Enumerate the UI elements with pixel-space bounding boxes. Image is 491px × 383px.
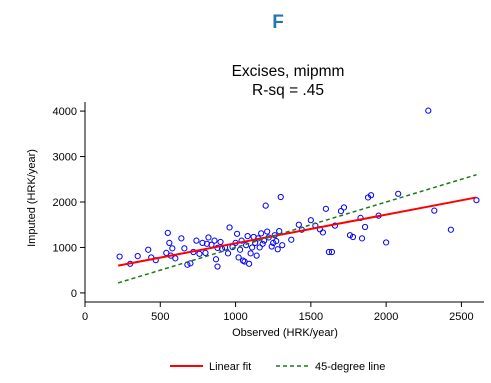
x-tick-label: 500 [151, 311, 169, 323]
scatter-point [134, 252, 141, 260]
scatter-point [226, 224, 233, 231]
scatter-point [262, 202, 269, 209]
x-tick-label: 2500 [449, 311, 473, 323]
scatter-point [431, 207, 438, 214]
legend-label-linear-fit: Linear fit [209, 361, 251, 373]
scatter-point [187, 260, 194, 267]
scatter-point [319, 229, 326, 236]
scatter-point [247, 250, 254, 257]
y-axis-label: Imputed (HRK/year) [26, 149, 38, 247]
scatter-point [253, 252, 260, 259]
scatter-point [367, 192, 375, 199]
scatter-point [276, 227, 283, 235]
scatter-point [212, 256, 220, 263]
scatter-point [270, 239, 277, 247]
scatter-point [217, 238, 224, 246]
legend: Linear fit 45-degree line [170, 361, 385, 373]
y-tick-label: 3000 [53, 152, 77, 164]
scatter-point [172, 255, 179, 262]
scatter-point [383, 239, 390, 246]
scatter-point [166, 239, 173, 247]
panel-label: F [272, 12, 284, 33]
scatter-point [181, 245, 188, 252]
scatter-point [277, 193, 284, 201]
scatter-point [211, 237, 218, 244]
series-line-linear-fit [117, 196, 477, 267]
scatter-point [178, 235, 185, 242]
scatter-point [346, 232, 354, 239]
scatter-point [268, 243, 275, 250]
scatter-point [361, 223, 369, 231]
scatter-point [214, 263, 221, 270]
scatter-point [145, 246, 152, 253]
scatter-point [259, 240, 266, 247]
scatter-point [256, 244, 263, 251]
scatter-point [169, 245, 176, 252]
scatter-point [425, 107, 432, 114]
scatter-point [395, 190, 402, 197]
x-tick-label: 2000 [374, 311, 398, 323]
scatter-point [205, 234, 212, 241]
scatter-point [337, 207, 345, 215]
x-tick-label: 1000 [223, 311, 247, 323]
scatter-point [203, 240, 211, 247]
scatter-point [244, 232, 251, 240]
scatter-point [358, 235, 366, 242]
y-tick-label: 2000 [53, 197, 77, 209]
scatter-point [236, 246, 244, 253]
series-line-45-degree-line [117, 174, 477, 284]
scatter-point [274, 246, 281, 253]
y-tick-label: 4000 [53, 106, 77, 118]
x-tick-label: 0 [82, 311, 88, 323]
scatter-point [328, 248, 336, 256]
scatter-point [199, 239, 206, 247]
scatter-point [243, 242, 250, 249]
scatter-point [164, 229, 171, 237]
scatter-point [279, 242, 286, 249]
scatter-point [295, 221, 302, 228]
scatter-point [273, 237, 280, 245]
chart-title: Excises, mipmm [232, 63, 345, 80]
scatter-point [224, 250, 232, 257]
scatter-point [196, 250, 203, 257]
y-tick-label: 1000 [53, 242, 77, 254]
scatter-point [249, 244, 256, 251]
x-tick-label: 1500 [299, 311, 323, 323]
scatter-point [349, 233, 357, 241]
scatter-point [116, 253, 123, 260]
scatter-point [325, 248, 333, 256]
scatter-point [202, 249, 209, 257]
chart-subtitle: R-sq = .45 [252, 82, 324, 99]
scatter-point [447, 226, 454, 233]
scatter-point [193, 237, 200, 244]
scatter-point [235, 254, 242, 261]
scatter-point [258, 230, 265, 237]
scatter-point [322, 205, 330, 212]
scatter-point [340, 204, 348, 211]
scatter-point [246, 260, 253, 267]
legend-label-45-degree-line: 45-degree line [315, 361, 385, 373]
plot-area: 0 500 1000 1500 2000 2500 0 1000 2000 3000 4000 [53, 102, 484, 323]
scatter-point [307, 217, 314, 224]
scatter-point [233, 230, 241, 237]
scatter-point [288, 236, 295, 243]
x-axis-label: Observed (HRK/year) [232, 327, 338, 339]
y-tick-label: 0 [71, 288, 77, 300]
scatter-point [264, 228, 271, 235]
